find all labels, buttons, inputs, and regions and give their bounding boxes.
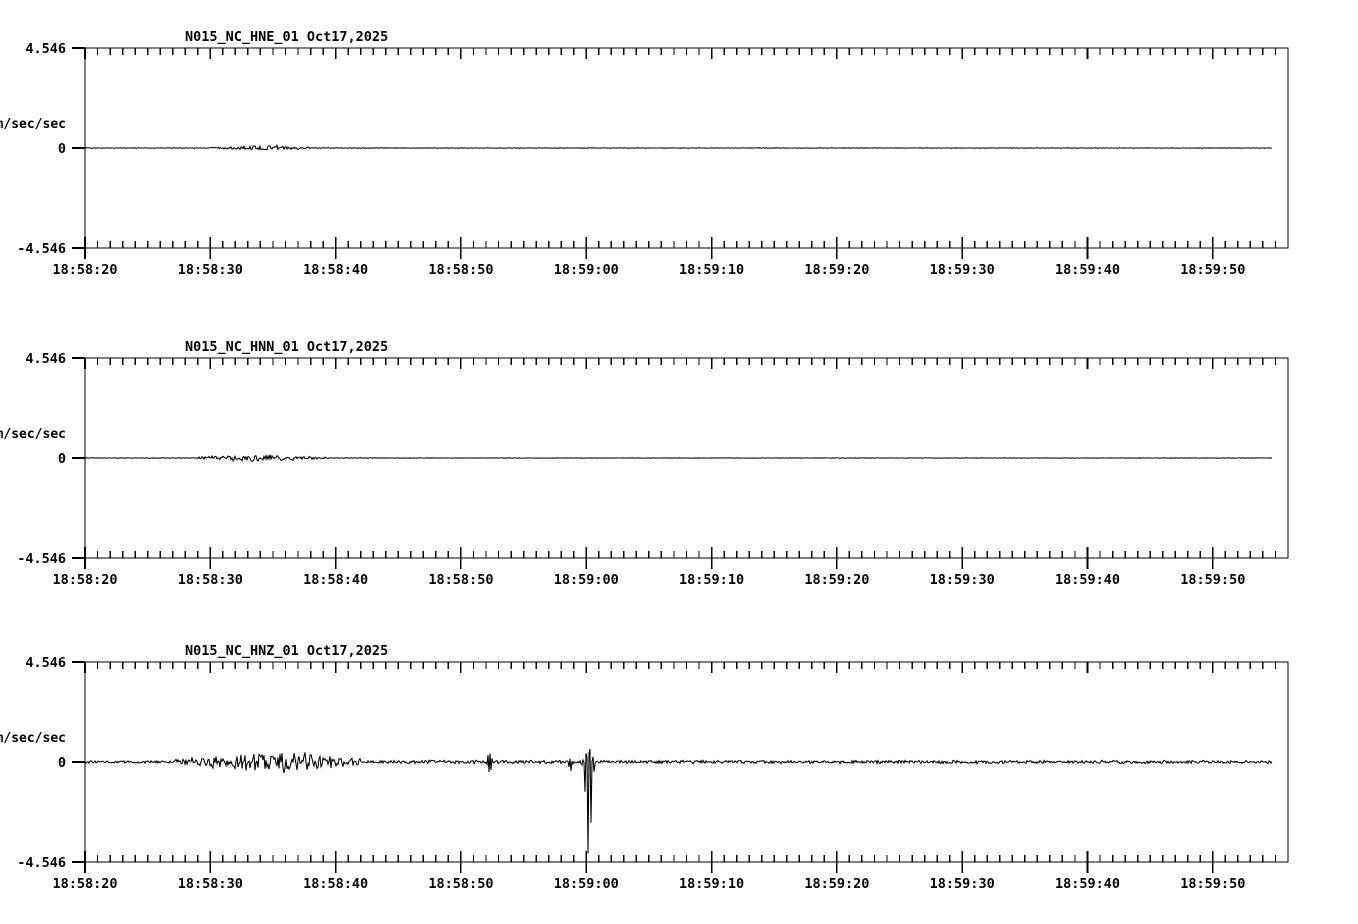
seismogram-panel-hnn: 18:58:20 18:58:30 18:58:40 18:58:50 18:59:00…: [0, 310, 1358, 614]
x-tick-label: 18:58:40: [303, 572, 368, 588]
x-tick-label: 18:58:20: [52, 572, 117, 588]
x-tick-label: 18:58:40: [303, 262, 368, 278]
y-tick-label: 4.546: [25, 351, 66, 367]
y-axis-units-label: cm/sec/sec: [0, 731, 66, 746]
x-tick-label: 18:58:30: [178, 876, 243, 892]
x-tick-label: 18:59:10: [679, 572, 744, 588]
x-tick-label: 18:59:00: [554, 876, 619, 892]
y-tick-label: 0: [58, 451, 66, 467]
x-tick-label: 18:59:30: [930, 876, 995, 892]
y-axis-units-label: cm/sec/sec: [0, 427, 66, 442]
x-tick-label: 18:59:50: [1180, 262, 1245, 278]
x-tick-label: 18:58:50: [428, 876, 493, 892]
x-tick-label: 18:59:40: [1055, 876, 1120, 892]
y-tick-label: 4.546: [25, 655, 66, 671]
x-tick-label: 18:58:30: [178, 572, 243, 588]
x-tick-label: 18:59:50: [1180, 876, 1245, 892]
panel-title: N015_NC_HNE_01 Oct17,2025: [185, 29, 388, 45]
seismogram-panel-hnz: 18:58:20 18:58:30 18:58:40 18:58:50 18:59:00…: [0, 614, 1358, 924]
y-tick-label: 0: [58, 755, 66, 771]
x-tick-label: 18:59:30: [930, 572, 995, 588]
panel-svg-hnn: 18:58:20 18:58:30 18:58:40 18:58:50 18:59:00…: [0, 339, 1289, 588]
x-tick-label: 18:59:20: [804, 262, 869, 278]
waveform-trace: [84, 748, 1273, 854]
x-tick-label: 18:59:20: [804, 876, 869, 892]
y-axis-units-label: cm/sec/sec: [0, 117, 66, 132]
x-tick-label: 18:59:10: [679, 876, 744, 892]
x-tick-label: 18:59:50: [1180, 572, 1245, 588]
x-tick-label: 18:58:30: [178, 262, 243, 278]
y-tick-label: -4.546: [17, 855, 66, 871]
y-tick-label: 0: [58, 141, 66, 157]
y-tick-label: -4.546: [17, 241, 66, 257]
panel-title: N015_NC_HNZ_01 Oct17,2025: [185, 643, 388, 659]
panel-title: N015_NC_HNN_01 Oct17,2025: [185, 339, 388, 355]
x-tick-label: 18:59:10: [679, 262, 744, 278]
panel-svg-hnz: 18:58:20 18:58:30 18:58:40 18:58:50 18:59:00…: [0, 643, 1289, 892]
x-tick-label: 18:58:50: [428, 262, 493, 278]
panel-svg-hne: 18:58:20 18:58:30 18:58:40 18:58:50 18:59:00…: [0, 29, 1289, 278]
waveform-trace: [84, 143, 1273, 151]
x-tick-label: 18:58:20: [52, 262, 117, 278]
y-tick-label: -4.546: [17, 551, 66, 567]
x-tick-label: 18:59:20: [804, 572, 869, 588]
x-tick-label: 18:59:00: [554, 262, 619, 278]
x-tick-label: 18:59:30: [930, 262, 995, 278]
x-tick-label: 18:58:40: [303, 876, 368, 892]
x-tick-label: 18:58:20: [52, 876, 117, 892]
x-tick-label: 18:59:40: [1055, 572, 1120, 588]
x-tick-label: 18:59:40: [1055, 262, 1120, 278]
x-tick-label: 18:58:50: [428, 572, 493, 588]
y-tick-label: 4.546: [25, 41, 66, 57]
x-tick-label: 18:59:00: [554, 572, 619, 588]
waveform-trace: [84, 453, 1273, 463]
seismogram-panel-hne: 18:58:20 18:58:30 18:58:40 18:58:50 18:59:00…: [0, 0, 1358, 310]
